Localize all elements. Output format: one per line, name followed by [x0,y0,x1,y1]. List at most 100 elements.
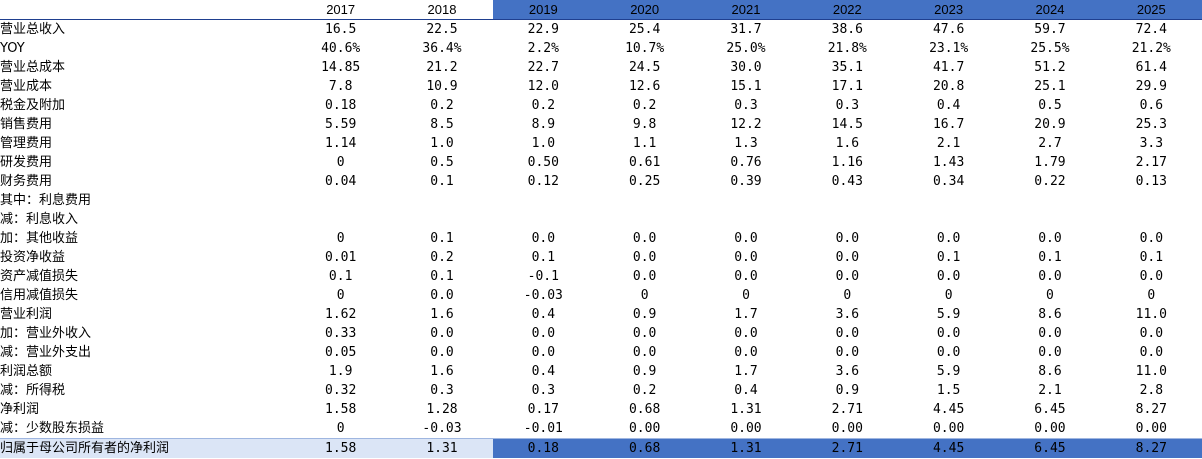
value-cell: 0.0 [734,345,758,360]
value-cell [493,191,594,210]
value-cell: 0.0 [1038,345,1062,360]
table-row: 投资净收益 0.01 0.2 0.1 0.0 0.0 0.0 0.1 0.1 0.1 [0,248,1202,267]
value-cell: 2.1 [1038,383,1062,398]
value-cell: 8.5 [430,117,454,132]
value-cell: 31.7 [730,22,762,37]
value-cell: 2.7 [1038,136,1062,151]
value-cell: 0.6 [1139,98,1164,113]
value-cell: 38.6 [831,22,863,37]
value-cell: 17.1 [831,79,863,94]
value-cell: 2.8 [1139,383,1164,398]
value-cell: 0 [336,155,345,170]
value-cell: 0.9 [632,307,657,322]
value-cell: 0.00 [932,421,965,436]
value-cell: 5.9 [936,364,961,379]
value-cell: 0.1 [1139,250,1164,265]
value-cell: 22.7 [527,60,559,75]
value-cell: 0.0 [734,250,758,265]
row-label: 营业成本 [0,79,53,94]
value-cell [898,191,999,210]
value-cell: 2.2% [527,41,559,56]
value-cell: 47.6 [932,22,965,37]
value-cell: 0.0 [936,231,961,246]
value-cell: 0.34 [932,174,965,189]
value-cell: 0.1 [328,269,353,284]
value-cell: 0.0 [632,345,657,360]
value-cell: 0.0 [430,288,454,303]
value-cell: 40.6% [321,41,361,56]
value-cell: 0.13 [1135,174,1167,189]
table-row: 减：营业外支出 0.05 0.0 0.0 0.0 0.0 0.0 0.0 0.0 0.0 [0,343,1202,362]
value-cell: 6.45 [1034,402,1066,417]
value-cell [594,210,695,229]
row-label: 销售费用 [0,117,53,132]
value-cell: 0 [843,288,852,303]
value-cell: 0.50 [527,155,559,170]
value-cell [493,210,594,229]
value-cell [695,210,796,229]
table-row: 其中：利息费用 [0,191,1202,210]
table-row: 减：所得税 0.32 0.3 0.3 0.2 0.4 0.9 1.5 2.1 2.8 [0,381,1202,400]
row-label: YOY [0,41,25,56]
value-cell: 8.6 [1038,307,1062,322]
value-cell: 0 [1147,288,1156,303]
table-row: 研发费用 0 0.5 0.50 0.61 0.76 1.16 1.43 1.79 2.17 [0,153,1202,172]
value-cell: 21.2% [1131,41,1171,56]
value-cell: 0.0 [430,345,454,360]
value-cell [695,191,796,210]
value-cell: 1.6 [430,364,454,379]
table-row: 减：利息收入 [0,210,1202,229]
value-cell: 0.2 [632,98,657,113]
value-cell: 0.2 [531,98,556,113]
value-cell: 11.0 [1135,364,1167,379]
value-cell: 2.71 [796,438,898,458]
value-cell: 2.17 [1135,155,1167,170]
row-label: 加：其他收益 [0,231,79,246]
value-cell: -0.03 [523,288,563,303]
row-label: 投资净收益 [0,250,66,265]
value-cell: 61.4 [1135,60,1167,75]
value-cell: 1.0 [531,136,556,151]
value-cell: -0.03 [422,421,462,436]
value-cell: 20.9 [1034,117,1066,132]
value-cell: 2.71 [831,402,863,417]
value-cell: -0.01 [523,421,563,436]
value-cell: 2.1 [936,136,961,151]
table-row: YOY 40.6% 36.4% 2.2% 10.7% 25.0% 21.8% 23.1% 25.… [0,39,1202,58]
value-cell: 1.5 [936,383,961,398]
table-row: 财务费用 0.04 0.1 0.12 0.25 0.39 0.43 0.34 0.22 0.13 [0,172,1202,191]
value-cell: 0.32 [325,383,357,398]
value-cell: 0.0 [632,326,657,341]
value-cell: 0.0 [734,269,758,284]
value-cell: 23.1% [929,41,969,56]
year-header-2021: 2021 [695,0,797,20]
value-cell: 8.27 [1100,438,1202,458]
value-cell: 0 [1046,288,1054,303]
value-cell: -0.1 [527,269,559,284]
value-cell: 25.5% [1030,41,1070,56]
row-label: 减：所得税 [0,383,66,398]
value-cell: 1.31 [391,438,493,458]
value-cell: 0.0 [632,250,657,265]
value-cell: 1.7 [734,307,758,322]
year-header-2023: 2023 [897,0,1000,20]
value-cell: 25.4 [628,22,661,37]
row-label: 其中：利息费用 [0,193,92,208]
value-cell: 1.9 [328,364,353,379]
value-cell: 29.9 [1135,79,1167,94]
value-cell: 4.45 [932,402,965,417]
value-cell: 0.0 [1139,345,1164,360]
year-header-2019: 2019 [492,0,594,20]
value-cell: 1.58 [290,438,392,458]
value-cell: 0.3 [430,383,454,398]
value-cell: 1.31 [695,438,797,458]
year-header-2018: 2018 [391,0,493,20]
table-row: 净利润 1.58 1.28 0.17 0.68 1.31 2.71 4.45 6.45 8.27 [0,400,1202,419]
value-cell: 0.5 [1038,98,1062,113]
value-cell [391,191,492,210]
value-cell: 41.7 [932,60,965,75]
value-cell: 0.0 [936,326,961,341]
year-header-2025: 2025 [1100,0,1202,20]
value-cell: 0.0 [531,345,556,360]
